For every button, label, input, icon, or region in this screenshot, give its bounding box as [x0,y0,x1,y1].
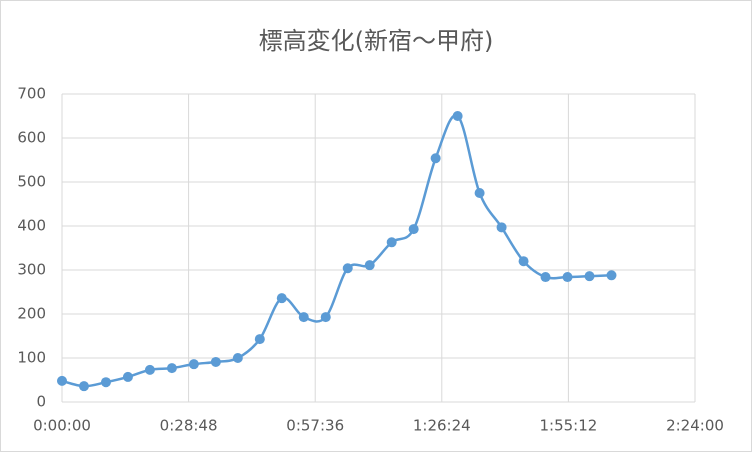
y-tick-label: 0 [36,393,46,411]
marker [584,271,595,282]
marker [122,371,133,382]
y-tick-label: 400 [17,217,46,235]
marker [408,224,419,235]
y-tick-label: 600 [17,129,46,147]
marker [166,363,177,374]
marker [364,260,375,271]
marker [496,222,507,233]
marker [254,334,265,345]
marker [144,364,155,375]
y-tick-label: 100 [17,349,46,367]
marker [298,312,309,323]
x-tick-label: 1:26:24 [413,417,471,435]
marker [386,237,397,248]
x-tick-label: 0:57:36 [286,417,344,435]
y-tick-label: 200 [17,305,46,323]
x-tick-label: 0:00:00 [33,417,91,435]
marker [78,381,89,392]
marker [452,111,463,121]
x-tick-label: 2:24:00 [666,417,724,435]
marker [562,272,573,283]
marker [276,293,287,304]
marker [518,256,529,267]
marker [57,375,67,386]
x-tick-label: 1:55:12 [539,417,597,435]
marker [606,270,617,281]
marker [430,153,441,164]
marker [474,188,485,198]
chart-title: 標高変化(新宿～甲府) [259,27,494,55]
marker [320,312,331,323]
marker [232,353,243,363]
y-tick-label: 700 [17,85,46,103]
marker [540,272,551,283]
marker [188,359,199,370]
marker [100,377,111,388]
y-tick-label: 500 [17,173,46,191]
marker [210,356,221,367]
marker [342,263,353,274]
x-tick-label: 0:28:48 [160,417,218,435]
y-tick-label: 300 [17,261,46,279]
